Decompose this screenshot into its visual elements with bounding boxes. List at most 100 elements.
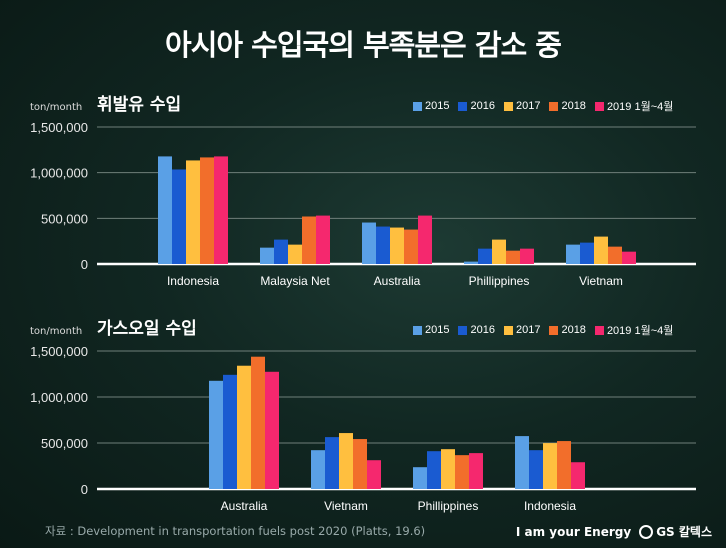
- legend-item: 2017: [503, 98, 541, 114]
- y-tick-label: 500,000: [41, 436, 88, 451]
- bar: [520, 248, 534, 264]
- legend-swatch: [458, 101, 468, 111]
- legend: 2015 2016 2017 2018 2019 1월~4월: [413, 98, 673, 114]
- legend-item: 2016: [458, 98, 495, 114]
- slogan: I am your Energy: [515, 524, 632, 539]
- bar: [543, 443, 557, 489]
- legend-label: 2019 1월~4월: [606, 101, 674, 113]
- legend-item: 2017: [503, 322, 541, 338]
- bar: [325, 437, 339, 489]
- y-tick-label: 0: [81, 257, 88, 272]
- bar: [214, 156, 228, 264]
- x-tick-label: Australia: [221, 499, 268, 513]
- bar: [367, 460, 381, 489]
- bar: [353, 439, 367, 489]
- bar: [339, 433, 353, 489]
- bar: [571, 462, 585, 489]
- legend-swatch: [503, 325, 513, 335]
- chart-title: 가스오일 수입: [97, 319, 197, 339]
- footer: I am your Energy GS 칼텍스: [516, 523, 712, 540]
- bar: [265, 371, 279, 489]
- page-title: 아시아 수입국의 부족분은 감소 중: [165, 28, 562, 62]
- x-tick-label: Indonesia: [524, 499, 576, 513]
- brand-name: GS 칼텍스: [656, 525, 712, 539]
- bar: [302, 216, 316, 264]
- bar: [390, 227, 404, 264]
- bar: [200, 157, 214, 264]
- legend: 2015 2016 2017 2018 2019 1월~4월: [413, 322, 673, 338]
- bar: [362, 222, 376, 264]
- bar: [566, 244, 580, 264]
- gs-caltex-logo: GS 칼텍스: [639, 523, 712, 540]
- bar: [404, 229, 418, 264]
- bar: [223, 374, 237, 489]
- legend-label: 2016: [470, 100, 495, 112]
- bar: [515, 436, 529, 489]
- x-tick-label: Malaysia Net: [260, 274, 330, 288]
- y-tick-label: 1,000,000: [30, 166, 88, 181]
- bar: [441, 449, 455, 489]
- legend-label: 2018: [561, 324, 586, 336]
- bar: [251, 356, 265, 489]
- bar: [478, 248, 492, 264]
- bar: [186, 160, 200, 264]
- bar: [529, 450, 543, 489]
- legend-swatch: [458, 325, 468, 335]
- bar: [622, 251, 636, 264]
- legend-swatch: [594, 325, 604, 335]
- x-tick-label: Vietnam: [579, 274, 623, 288]
- bar: [158, 156, 172, 264]
- legend-swatch: [413, 325, 422, 335]
- legend-item: 2016: [458, 322, 495, 338]
- bar: [427, 451, 441, 489]
- y-tick-label: 500,000: [41, 211, 88, 226]
- bar: [464, 261, 478, 264]
- gasoil-import-chart: 0 500,000 1,000,000 1,500,000 Australia Vietn…: [30, 319, 696, 513]
- legend-swatch: [503, 101, 513, 111]
- bar: [274, 239, 288, 264]
- y-axis-label: ton/month: [30, 326, 83, 337]
- y-axis-label: ton/month: [30, 102, 83, 113]
- bar: [209, 380, 223, 489]
- bar: [172, 169, 186, 264]
- bar: [492, 239, 506, 264]
- legend-item: 2015: [413, 322, 449, 338]
- legend-label: 2019 1월~4월: [606, 325, 674, 337]
- bar: [316, 215, 330, 264]
- bar: [469, 453, 483, 489]
- legend-label: 2017: [515, 324, 541, 336]
- y-tick-label: 0: [81, 482, 88, 497]
- x-tick-label: Vietnam: [324, 499, 368, 513]
- bar: [311, 450, 325, 489]
- y-tick-label: 1,000,000: [30, 390, 88, 405]
- legend-swatch: [594, 101, 604, 111]
- legend-item: 2018: [549, 322, 586, 338]
- bar: [260, 247, 274, 264]
- legend-label: 2017: [515, 100, 541, 112]
- bar: [418, 215, 432, 264]
- x-tick-label: Phillippines: [469, 274, 530, 288]
- bar: [376, 226, 390, 264]
- gasoline-import-chart: 0 500,000 1,000,000 1,500,000 Indonesia Malay…: [30, 95, 696, 288]
- legend-label: 2016: [470, 324, 495, 336]
- x-tick-label: Indonesia: [167, 274, 219, 288]
- legend-item: 2018: [549, 98, 586, 114]
- bar: [413, 467, 427, 489]
- bar: [506, 250, 520, 264]
- bar: [594, 236, 608, 264]
- y-tick-label: 1,500,000: [30, 344, 88, 359]
- gasoline-chart-svg: 0 500,000 1,000,000 1,500,000 Indonesia Malay…: [30, 120, 696, 288]
- chart-title: 휘발유 수입: [97, 95, 182, 115]
- y-tick-label: 1,500,000: [30, 120, 88, 135]
- gasoil-chart-svg: 0 500,000 1,000,000 1,500,000 Australia Vietn…: [30, 344, 696, 513]
- bar: [557, 441, 571, 489]
- legend-item: 2019 1월~4월: [594, 322, 674, 338]
- source-note: 자료 : Development in transportation fuels…: [45, 524, 426, 538]
- legend-swatch: [549, 325, 559, 335]
- legend-swatch: [413, 101, 422, 111]
- logo-icon: [639, 524, 654, 539]
- legend-item: 2015: [413, 98, 449, 114]
- x-tick-label: Australia: [374, 274, 421, 288]
- legend-item: 2019 1월~4월: [594, 98, 674, 114]
- bar: [237, 365, 251, 489]
